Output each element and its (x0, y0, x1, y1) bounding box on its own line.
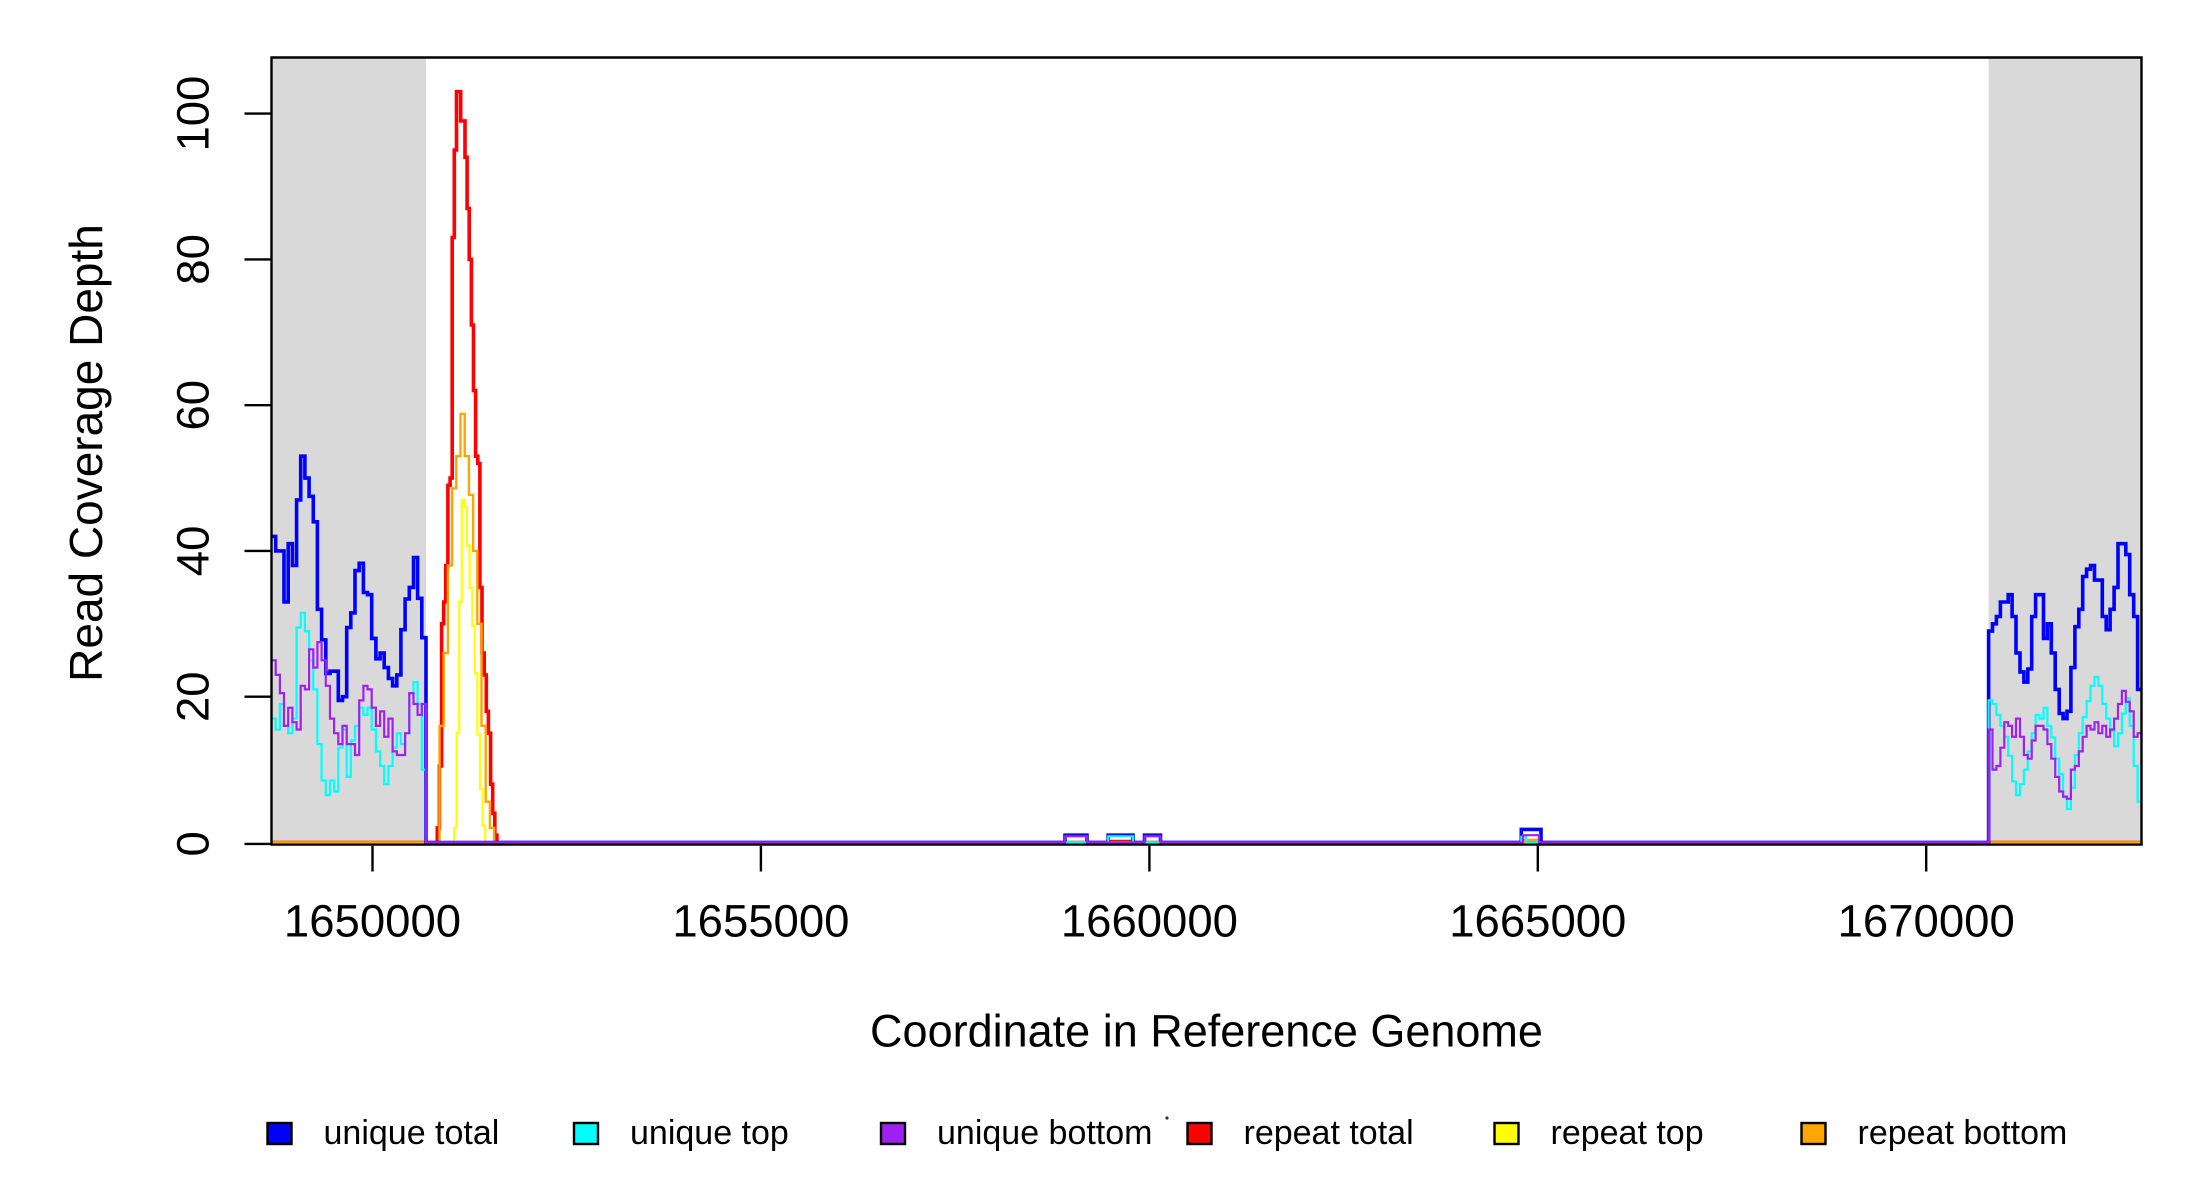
svg-text:Read Coverage Depth: Read Coverage Depth (60, 224, 112, 682)
svg-text:60: 60 (168, 380, 219, 431)
svg-text:unique total: unique total (324, 1114, 500, 1152)
svg-text:1655000: 1655000 (672, 896, 849, 947)
svg-text:0: 0 (168, 831, 219, 856)
svg-text:unique top: unique top (630, 1114, 789, 1152)
svg-text:100: 100 (168, 76, 219, 152)
svg-text:80: 80 (168, 234, 219, 285)
svg-text:repeat total: repeat total (1244, 1114, 1414, 1152)
svg-text:1660000: 1660000 (1061, 896, 1238, 947)
svg-text:Coordinate in Reference Genome: Coordinate in Reference Genome (870, 1006, 1543, 1057)
svg-text:1650000: 1650000 (284, 896, 461, 947)
svg-text:20: 20 (168, 671, 219, 722)
svg-text:unique bottom: unique bottom (937, 1114, 1153, 1152)
svg-text:repeat bottom: repeat bottom (1858, 1114, 2068, 1152)
svg-text:1665000: 1665000 (1449, 896, 1626, 947)
svg-text:repeat top: repeat top (1551, 1114, 1704, 1152)
svg-text:40: 40 (168, 526, 219, 577)
svg-text:1670000: 1670000 (1838, 896, 2015, 947)
